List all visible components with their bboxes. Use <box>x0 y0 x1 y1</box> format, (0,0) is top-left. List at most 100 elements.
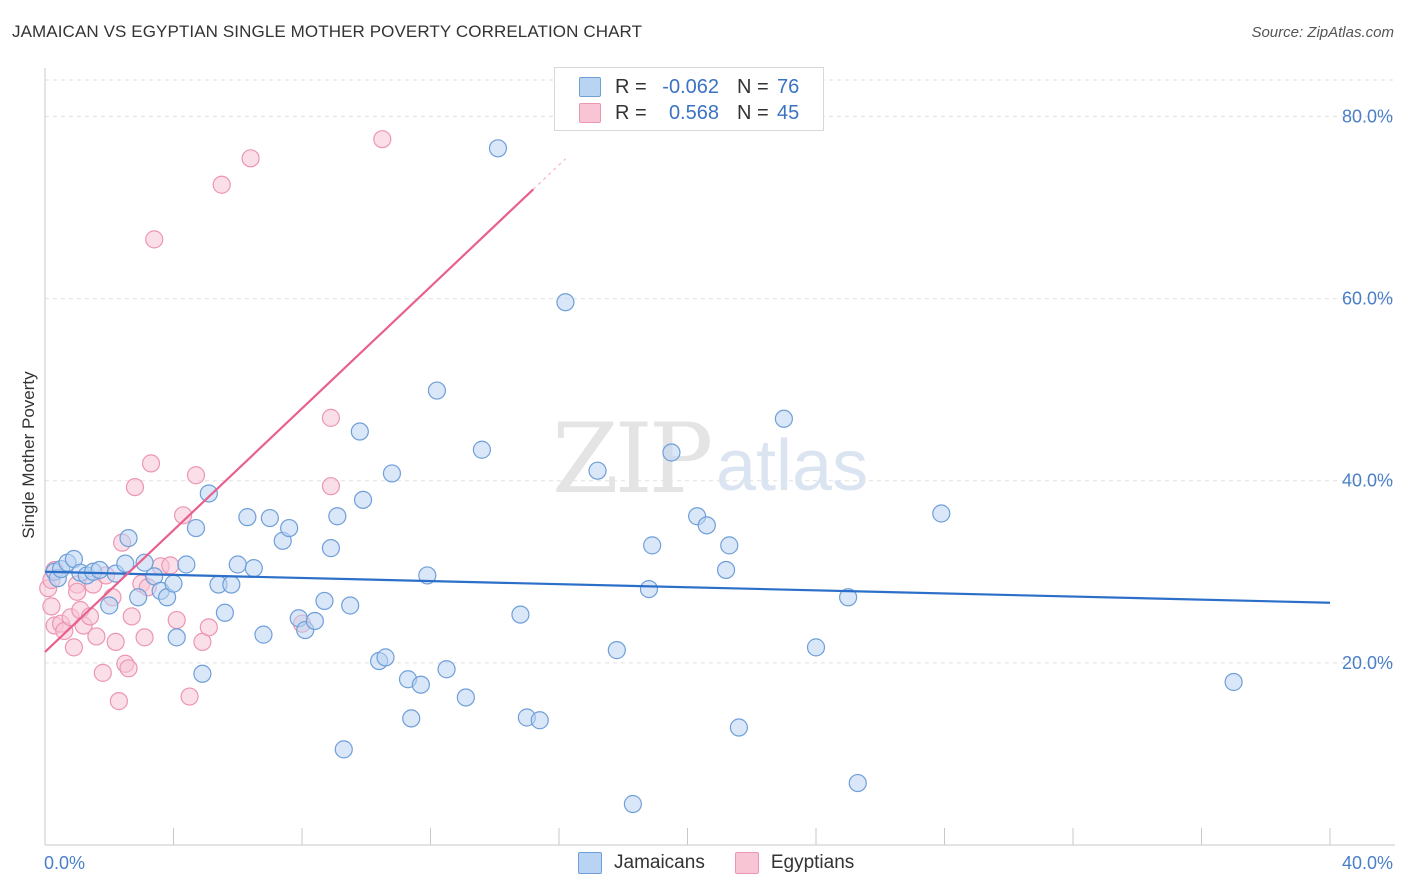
egyptian-point <box>93 663 112 682</box>
egyptian-point <box>87 627 106 646</box>
jamaican-point <box>530 711 549 730</box>
egyptian-point <box>64 638 84 657</box>
jamaican-point <box>315 591 334 611</box>
n-value: 45 <box>777 101 800 124</box>
egyptian-point <box>167 610 186 630</box>
jamaican-point <box>321 539 341 558</box>
jamaican-point <box>932 504 951 523</box>
y-axis-label: Single Mother Poverty <box>19 371 38 539</box>
jamaican-point <box>607 641 626 660</box>
jamaican-point <box>260 508 279 528</box>
jamaican-point <box>588 461 607 480</box>
jamaican-point <box>199 484 218 503</box>
y-tick-label: 20.0% <box>1342 653 1393 673</box>
legend-label: Egyptians <box>770 852 855 873</box>
jamaican-point <box>839 588 858 607</box>
legend-item-egyptians[interactable]: Egyptians <box>734 852 855 874</box>
egyptian-point <box>180 687 199 706</box>
jamaican-point <box>1224 672 1243 692</box>
chart-title: JAMAICAN VS EGYPTIAN SINGLE MOTHER POVER… <box>12 22 643 41</box>
egyptian-swatch <box>579 103 601 123</box>
jamaican-point <box>729 718 749 737</box>
legend-item-jamaicans[interactable]: Jamaicans <box>578 852 705 874</box>
egyptian-point <box>141 454 161 473</box>
jamaican-point <box>411 675 430 694</box>
jamaican-point <box>254 625 273 644</box>
jamaican-point <box>402 709 421 728</box>
n-label: N = <box>737 75 769 98</box>
correlation-legend: R = -0.062 N = 76 R = 0.568 N = 45 <box>554 67 824 131</box>
egyptian-point <box>145 230 164 249</box>
egyptian-point <box>109 692 128 711</box>
y-tick-label: 80.0% <box>1342 106 1393 126</box>
jamaican-point <box>116 554 135 573</box>
jamaican-trend-line <box>44 570 1331 604</box>
jamaican-point <box>556 293 575 312</box>
x-tick-label: 40.0% <box>1342 853 1393 873</box>
egyptian-trend-line <box>44 188 535 653</box>
trend-lines <box>44 158 1331 653</box>
r-label: R = <box>615 101 647 124</box>
jamaican-point <box>456 688 475 707</box>
egyptian-point <box>42 597 61 616</box>
y-tick-label: 40.0% <box>1342 471 1393 491</box>
axes <box>44 68 1395 846</box>
jamaican-point <box>100 596 119 615</box>
jamaican-point <box>427 381 447 400</box>
jamaican-point <box>228 555 247 574</box>
jamaican-point <box>720 536 739 555</box>
r-label: R = <box>615 75 647 98</box>
egyptian-swatch <box>734 852 759 874</box>
egyptian-point <box>68 582 87 601</box>
jamaican-point <box>244 559 263 578</box>
jamaican-swatch <box>578 852 602 874</box>
legend-label: Jamaicans <box>614 852 705 873</box>
jamaican-point <box>119 528 138 548</box>
r-value: -0.062 <box>662 75 719 98</box>
jamaican-point <box>164 574 183 593</box>
jamaican-point <box>774 409 793 428</box>
jamaican-point <box>697 516 716 535</box>
jamaican-point <box>177 555 196 574</box>
egyptian-point <box>122 607 141 626</box>
jamaican-point <box>623 794 642 814</box>
jamaican-point <box>222 575 241 594</box>
jamaican-point <box>472 440 491 459</box>
watermark: ZIP atlas <box>552 403 868 515</box>
egyptian-point <box>161 556 180 575</box>
jamaican-point <box>643 536 662 555</box>
egyptian-point <box>119 659 138 678</box>
egyptian-point <box>199 618 218 637</box>
jamaican-point <box>238 508 257 527</box>
watermark-atlas: atlas <box>716 426 868 506</box>
legend-row-jamaicans: R = -0.062 N = 76 <box>579 75 799 99</box>
egyptian-point <box>106 632 125 652</box>
jamaican-point <box>129 588 148 607</box>
jamaican-point <box>376 648 395 667</box>
y-tick-label: 60.0% <box>1342 289 1393 309</box>
egyptian-point <box>241 149 260 168</box>
jamaican-point <box>437 660 456 679</box>
egyptian-point <box>212 175 231 194</box>
jamaican-point <box>167 628 186 647</box>
r-value: 0.568 <box>668 101 719 124</box>
egyptian-point <box>135 628 154 647</box>
jamaican-point <box>305 611 324 631</box>
jamaican-point <box>806 638 826 657</box>
jamaican-swatch <box>579 77 601 97</box>
jamaican-point <box>328 507 347 526</box>
jamaican-point <box>280 518 299 538</box>
jamaican-point <box>334 740 353 759</box>
jamaican-points <box>45 139 1243 814</box>
jamaican-point <box>215 603 234 622</box>
egyptian-trend-extension <box>532 158 566 190</box>
jamaican-point <box>382 464 402 483</box>
tick-labels: 20.0% 40.0% 60.0% 80.0% 0.0% 40.0% <box>44 106 1393 873</box>
egyptian-point <box>186 466 206 485</box>
jamaican-point <box>418 566 437 585</box>
n-value: 76 <box>777 75 800 98</box>
jamaican-point <box>341 596 360 615</box>
x-tick-label: 0.0% <box>44 853 85 873</box>
jamaican-point <box>848 773 867 793</box>
